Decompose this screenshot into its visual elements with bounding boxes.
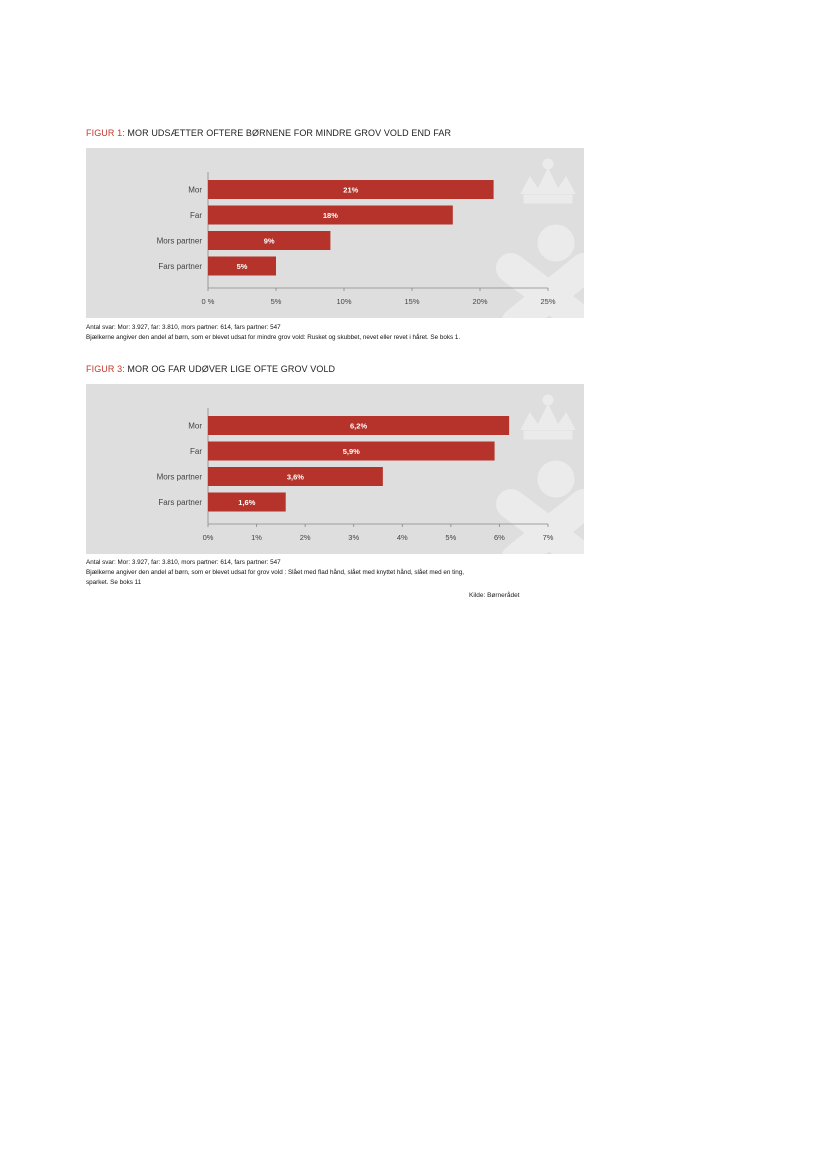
x-tick-label: 3% [348,533,359,542]
x-tick-label: 2% [300,533,311,542]
category-label: Mors partner [157,237,203,246]
data-label: 1,6% [238,498,255,507]
figure-1-chart: 0 % 5% 10% 15% 20% 25% Mor 21% Far 18% Mors partne… [157,158,584,318]
data-label: 6,2% [350,422,367,431]
category-label: Far [190,447,202,456]
figure-3-note-2: Bjælkerne angiver den andel af børn, som… [86,569,465,576]
source-credit: Kilde: Børnerådet [469,592,520,599]
bar [208,441,495,461]
x-tick-label: 0% [203,533,214,542]
x-tick-label: 25% [540,297,555,306]
category-label: Fars partner [158,262,202,271]
figure-3-note-1: Antal svar: Mor: 3.927, far: 3.810, mors… [86,559,281,566]
bar [208,180,494,199]
bar [208,231,331,250]
bar [208,416,510,435]
category-label: Mor [188,422,202,431]
figure-3-notes: Antal svar: Mor: 3.927, far: 3.810, mors… [86,558,464,588]
figure-1-note-2: Bjælkerne angiver den andel af børn, som… [86,334,461,341]
figure-3-note-3: sparket. Se boks 11 [86,579,142,586]
x-tick-label: 0 % [202,297,215,306]
figure-1-chart-panel: 0 % 5% 10% 15% 20% 25% Mor 21% Far 18% Mors partne… [86,148,584,318]
data-label: 3,6% [287,473,304,482]
bar [208,256,276,276]
figure-1-note-1: Antal svar: Mor: 3.927, far: 3.810, mors… [86,324,281,331]
data-label: 5% [237,262,248,271]
x-tick-label: 10% [336,297,351,306]
x-tick-label: 5% [271,297,282,306]
x-tick-label: 7% [543,533,554,542]
watermark-emblem-icon [496,394,584,554]
figure-1-title-text: MOR UDSÆTTER OFTERE BØRNENE FOR MINDRE G… [127,128,452,138]
figure-1-title: FIGUR 1: MOR UDSÆTTER OFTERE BØRNENE FOR… [86,128,451,138]
category-label: Fars partner [158,498,202,507]
x-tick-label: 6% [494,533,505,542]
category-label: Mors partner [157,473,203,482]
bar [208,205,453,225]
figure-1-prefix: FIGUR 1: [86,128,125,138]
figure-1-notes: Antal svar: Mor: 3.927, far: 3.810, mors… [86,323,460,343]
category-label: Mor [188,186,202,195]
x-tick-label: 5% [445,533,456,542]
data-label: 21% [343,186,358,195]
category-label: Far [190,211,202,220]
figure-3-prefix: FIGUR 3: [86,364,125,374]
figure-3-title-text: MOR OG FAR UDØVER LIGE OFTE GROV VOLD [127,364,336,374]
x-tick-label: 15% [404,297,419,306]
watermark-emblem-icon [496,158,584,318]
figure-3-chart-panel: 0% 1% 2% 3% 4% 5% 6% 7% Mor 6,2% Far 5,9% Mors partn… [86,384,584,554]
bar [208,492,286,512]
x-tick-label: 20% [472,297,487,306]
bar [208,467,383,486]
data-label: 18% [323,211,338,220]
x-tick-label: 1% [251,533,262,542]
data-label: 5,9% [343,447,360,456]
figure-3-chart: 0% 1% 2% 3% 4% 5% 6% 7% Mor 6,2% Far 5,9% Mors partn… [157,394,584,554]
x-tick-label: 4% [397,533,408,542]
data-label: 9% [264,237,275,246]
figure-3-title: FIGUR 3: MOR OG FAR UDØVER LIGE OFTE GRO… [86,364,335,374]
